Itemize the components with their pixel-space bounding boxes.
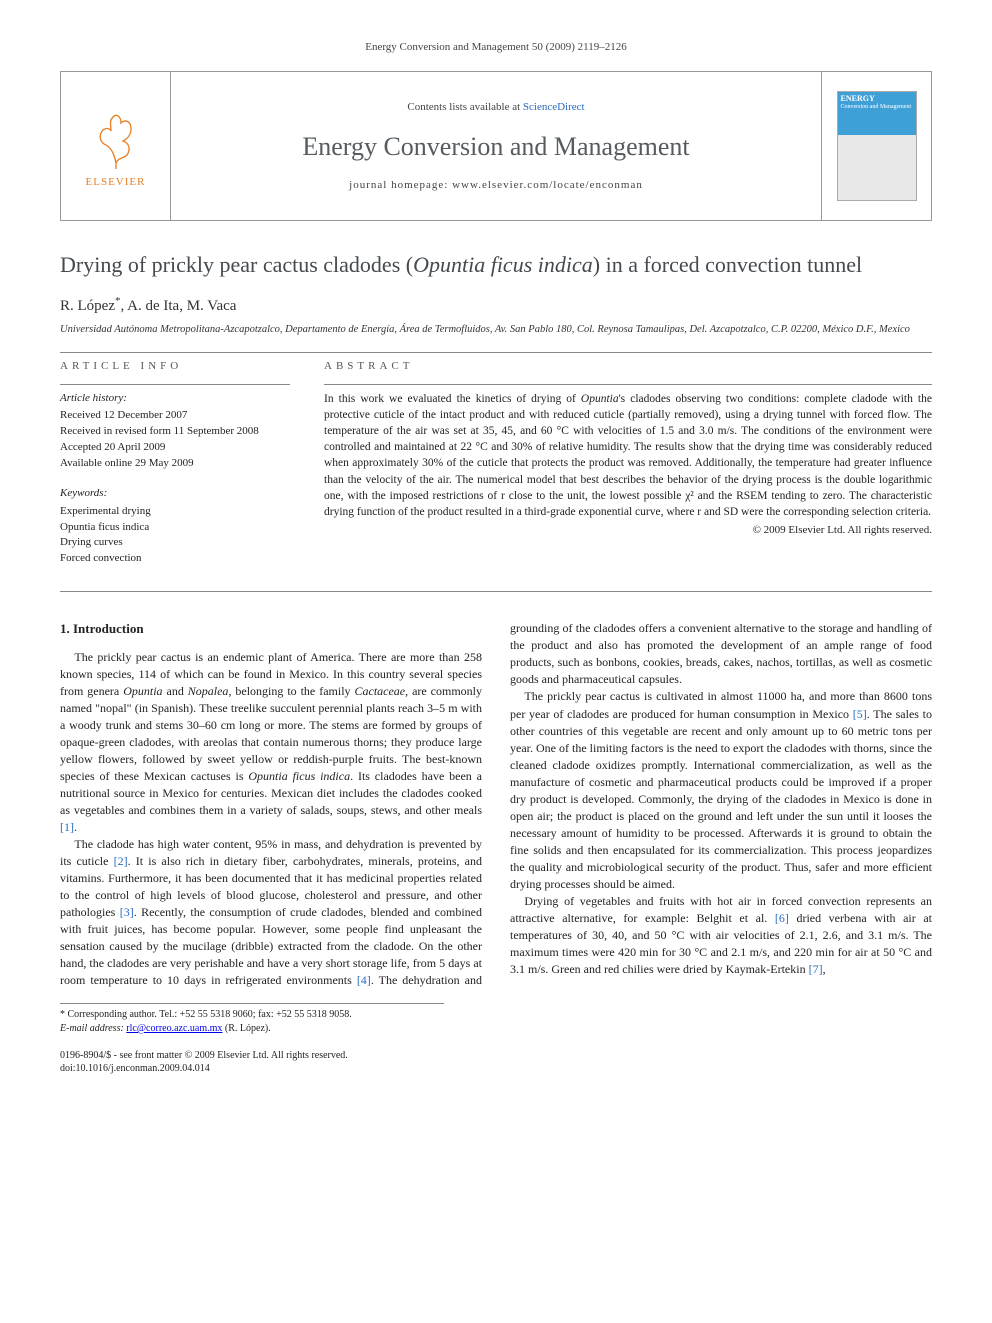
- author-corresponding: R. López: [60, 298, 115, 314]
- homepage-line: journal homepage: www.elsevier.com/locat…: [349, 178, 643, 193]
- abstract-heading: abstract: [324, 359, 932, 374]
- title-post: ) in a forced convection tunnel: [593, 252, 862, 277]
- email-footnote: E-mail address: rlc@correo.azc.uam.mx (R…: [60, 1022, 444, 1036]
- abs-t2: 's cladodes observing two conditions: co…: [324, 393, 932, 518]
- keyword: Drying curves: [60, 535, 290, 551]
- running-head: Energy Conversion and Management 50 (200…: [60, 40, 932, 55]
- history-line: Received in revised form 11 September 20…: [60, 424, 290, 440]
- homepage-url[interactable]: www.elsevier.com/locate/enconman: [452, 179, 643, 191]
- history-line: Received 12 December 2007: [60, 408, 290, 424]
- history-block: Received 12 December 2007 Received in re…: [60, 408, 290, 472]
- front-matter-line: 0196-8904/$ - see front matter © 2009 El…: [60, 1049, 932, 1062]
- history-line: Accepted 20 April 2009: [60, 440, 290, 456]
- citation-link[interactable]: [6]: [775, 911, 789, 925]
- citation-link[interactable]: [3]: [120, 905, 134, 919]
- article-info-column: article info Article history: Received 1…: [60, 359, 290, 568]
- doi-line: doi:10.1016/j.enconman.2009.04.014: [60, 1062, 932, 1075]
- publisher-name: ELSEVIER: [86, 175, 146, 190]
- genus-italic: Opuntia: [123, 684, 162, 698]
- rule-ai: [60, 384, 290, 385]
- text: and: [163, 684, 188, 698]
- citation-link[interactable]: [2]: [114, 854, 128, 868]
- text: .: [74, 820, 77, 834]
- section-1-heading: 1. Introduction: [60, 620, 482, 638]
- email-link[interactable]: rlc@correo.azc.uam.mx: [126, 1023, 222, 1034]
- elsevier-tree-icon: [81, 103, 151, 173]
- citation-link[interactable]: [4]: [357, 973, 371, 987]
- text: , belonging to the family: [228, 684, 354, 698]
- keyword: Experimental drying: [60, 504, 290, 520]
- genus-italic: Nopalea: [188, 684, 229, 698]
- cover-cell: ENERGY Conversion and Management: [821, 72, 931, 220]
- contents-prefix: Contents lists available at: [407, 101, 522, 113]
- email-label: E-mail address:: [60, 1023, 124, 1034]
- contents-line: Contents lists available at ScienceDirec…: [407, 100, 584, 115]
- body-two-column: 1. Introduction The prickly pear cactus …: [60, 620, 932, 989]
- citation-link[interactable]: [7]: [809, 962, 823, 976]
- keyword: Forced convection: [60, 551, 290, 567]
- citation-link[interactable]: [1]: [60, 820, 74, 834]
- journal-header-box: ELSEVIER Contents lists available at Sci…: [60, 71, 932, 221]
- abstract-column: abstract In this work we evaluated the k…: [324, 359, 932, 568]
- meta-row: article info Article history: Received 1…: [60, 359, 932, 568]
- header-center: Contents lists available at ScienceDirec…: [171, 72, 821, 220]
- corresponding-footnote: * Corresponding author. Tel.: +52 55 531…: [60, 1008, 444, 1022]
- abstract-text: In this work we evaluated the kinetics o…: [324, 391, 932, 520]
- text: . The sales to other countries of this v…: [510, 707, 932, 891]
- text: ,: [823, 962, 826, 976]
- title-species: Opuntia ficus indica: [413, 252, 593, 277]
- publisher-cell: ELSEVIER: [61, 72, 171, 220]
- citation-link[interactable]: [5]: [853, 707, 867, 721]
- page-footer: 0196-8904/$ - see front matter © 2009 El…: [60, 1049, 932, 1075]
- journal-cover-thumb: ENERGY Conversion and Management: [837, 91, 917, 201]
- rule-abs: [324, 384, 932, 385]
- cover-subtitle: Conversion and Management: [841, 103, 913, 111]
- keywords-label: Keywords:: [60, 486, 290, 501]
- authors-rest: , A. de Ita, M. Vaca: [120, 298, 236, 314]
- article-title: Drying of prickly pear cactus cladodes (…: [60, 251, 932, 280]
- paragraph: The prickly pear cactus is cultivated in…: [510, 688, 932, 892]
- paragraph: Drying of vegetables and fruits with hot…: [510, 893, 932, 978]
- family-italic: Cactaceae: [354, 684, 405, 698]
- keyword: Opuntia ficus indica: [60, 520, 290, 536]
- email-who: (R. López).: [225, 1023, 271, 1034]
- copyright-line: © 2009 Elsevier Ltd. All rights reserved…: [324, 523, 932, 538]
- keyword-italic: Opuntia ficus indica: [60, 521, 149, 533]
- authors: R. López*, A. de Ita, M. Vaca: [60, 294, 932, 317]
- abs-italic: Opuntia: [581, 393, 619, 405]
- journal-name: Energy Conversion and Management: [302, 129, 689, 165]
- keywords-block: Experimental drying Opuntia ficus indica…: [60, 504, 290, 568]
- species-italic: Opuntia ficus indica: [248, 769, 350, 783]
- affiliation: Universidad Autónoma Metropolitana-Azcap…: [60, 323, 932, 338]
- rule-bottom: [60, 591, 932, 592]
- history-line: Available online 29 May 2009: [60, 456, 290, 472]
- footnotes: * Corresponding author. Tel.: +52 55 531…: [60, 1003, 444, 1035]
- homepage-prefix: journal homepage:: [349, 179, 452, 191]
- sciencedirect-link[interactable]: ScienceDirect: [523, 101, 585, 113]
- cover-title: ENERGY: [841, 95, 913, 103]
- paragraph: The prickly pear cactus is an endemic pl…: [60, 649, 482, 836]
- rule-top: [60, 352, 932, 353]
- abs-t1: In this work we evaluated the kinetics o…: [324, 393, 581, 405]
- article-info-heading: article info: [60, 359, 290, 374]
- title-pre: Drying of prickly pear cactus cladodes (: [60, 252, 413, 277]
- history-label: Article history:: [60, 391, 290, 406]
